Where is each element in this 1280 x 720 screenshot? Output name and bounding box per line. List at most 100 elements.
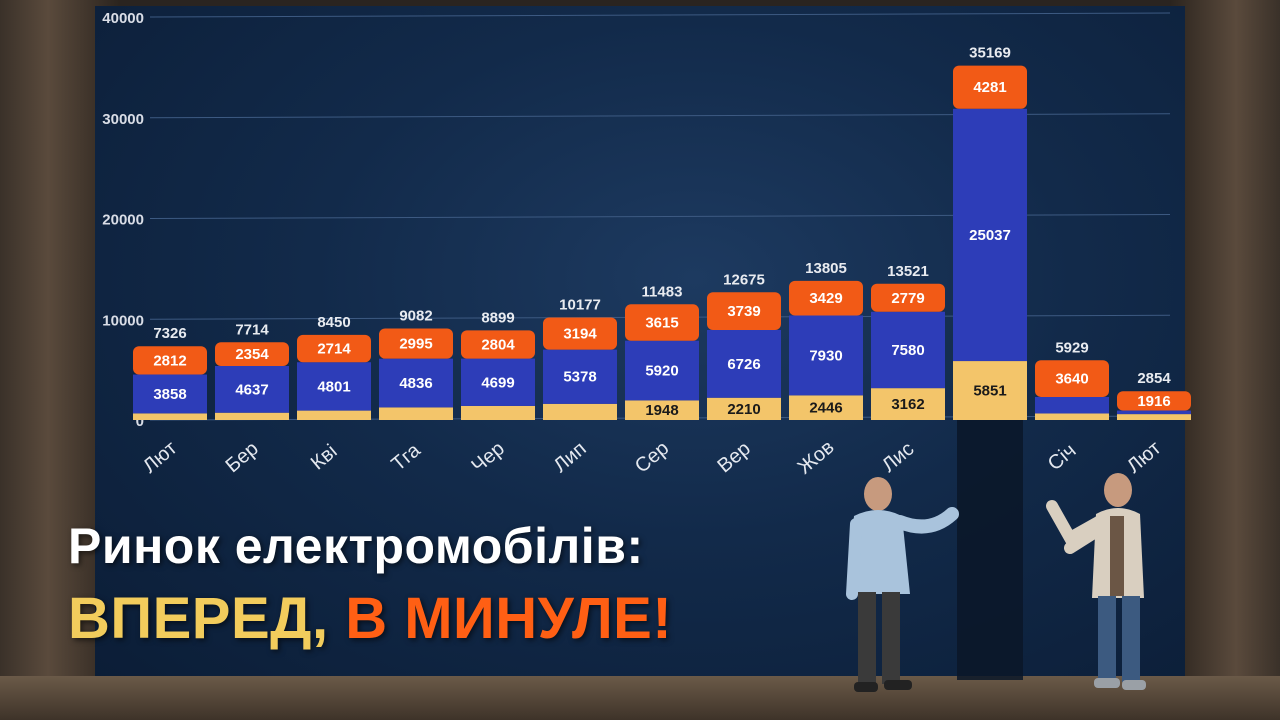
segment-label: 2995 bbox=[399, 336, 432, 353]
y-tick-label: 10000 bbox=[102, 312, 144, 329]
segment-label: 6726 bbox=[727, 356, 760, 373]
segment-label: 7580 bbox=[891, 342, 924, 359]
segment-label: 3162 bbox=[891, 396, 924, 413]
y-tick-label: 0 bbox=[136, 413, 144, 430]
spotlight-shadow bbox=[957, 420, 1023, 680]
spotlight-column bbox=[957, 420, 1023, 680]
segment-label: 5378 bbox=[563, 369, 596, 386]
total-label: 7326 bbox=[153, 325, 186, 342]
bar-segment bbox=[461, 358, 535, 406]
segment-label: 7930 bbox=[809, 347, 842, 364]
headline-past: В МИНУЛЕ! bbox=[345, 586, 673, 651]
bar-segment bbox=[215, 412, 289, 420]
segment-label: 2812 bbox=[153, 352, 186, 369]
x-tick-label: Вер bbox=[713, 438, 754, 478]
bars bbox=[133, 65, 1191, 420]
headline-line1: Ринок електромобілів: bbox=[68, 518, 644, 574]
segment-label: 1948 bbox=[645, 402, 678, 419]
gridline bbox=[149, 12, 1171, 18]
bar-segment bbox=[133, 346, 207, 375]
bar-segment bbox=[953, 108, 1027, 362]
x-tick-label: Тга bbox=[388, 439, 426, 476]
segment-label: 2779 bbox=[891, 290, 924, 307]
y-tick-label: 20000 bbox=[102, 212, 144, 229]
segment-label: 3194 bbox=[563, 326, 597, 343]
bar-segment bbox=[543, 349, 617, 404]
total-label: 2854 bbox=[1137, 370, 1171, 387]
segment-label: 25037 bbox=[969, 227, 1011, 244]
segment-label: 4281 bbox=[973, 79, 1006, 96]
bar-segment bbox=[789, 280, 863, 316]
segment-label: 4836 bbox=[399, 375, 432, 392]
bar-segment bbox=[1117, 391, 1191, 411]
segment-label: 5920 bbox=[645, 363, 678, 380]
bar-segment bbox=[1117, 414, 1191, 420]
total-label: 12675 bbox=[723, 271, 765, 288]
bar-segment bbox=[871, 311, 945, 389]
bar-segment bbox=[379, 328, 453, 359]
presenter-right bbox=[1046, 473, 1146, 690]
bar-segment bbox=[215, 365, 289, 413]
segment-label: 4637 bbox=[235, 381, 268, 398]
y-tick-label: 30000 bbox=[102, 111, 144, 128]
total-label: 35169 bbox=[969, 45, 1011, 62]
bar-segment bbox=[625, 400, 699, 420]
segment-label: 3739 bbox=[727, 303, 760, 320]
bar-segment bbox=[1035, 396, 1109, 414]
segment-label: 3429 bbox=[809, 290, 842, 307]
x-tick-label: Бер bbox=[222, 438, 263, 478]
bar-segment bbox=[133, 374, 207, 414]
bar-segment bbox=[707, 329, 781, 398]
bar-segment bbox=[871, 388, 945, 420]
x-tick-label: Кві bbox=[307, 440, 342, 474]
segment-label: 2210 bbox=[727, 401, 760, 418]
bar-segment bbox=[461, 330, 535, 359]
segment-label: 2354 bbox=[235, 346, 269, 363]
bar-segment bbox=[953, 65, 1027, 109]
bar-segment bbox=[297, 410, 371, 420]
x-tick-label: Жов bbox=[794, 436, 839, 479]
total-label: 11483 bbox=[642, 283, 683, 300]
total-label: 10177 bbox=[559, 296, 601, 313]
bar-segment bbox=[1117, 410, 1191, 415]
segment-label: 2714 bbox=[317, 341, 351, 358]
bar-segment bbox=[871, 283, 945, 312]
y-tick-label: 40000 bbox=[102, 10, 144, 27]
bar-segment bbox=[379, 358, 453, 408]
bar-segment bbox=[379, 407, 453, 420]
bar-segment bbox=[707, 292, 781, 330]
bar-segment bbox=[297, 362, 371, 411]
segment-label: 1916 bbox=[1137, 393, 1170, 410]
right-wall bbox=[1170, 0, 1280, 720]
total-label: 7714 bbox=[235, 321, 269, 338]
bar-segment bbox=[543, 317, 617, 350]
bar-segment bbox=[789, 395, 863, 420]
total-label: 13805 bbox=[805, 260, 847, 277]
segment-label: 3858 bbox=[153, 386, 186, 403]
total-label: 5929 bbox=[1055, 339, 1088, 356]
x-tick-label: Лют bbox=[139, 437, 181, 478]
bar-segment bbox=[543, 403, 617, 420]
bar-segment bbox=[1035, 360, 1109, 397]
x-tick-label: Лип bbox=[550, 438, 591, 477]
presenter-left bbox=[846, 477, 959, 692]
segment-label: 5851 bbox=[973, 383, 1006, 400]
total-label: 9082 bbox=[399, 307, 432, 324]
segment-label: 3615 bbox=[645, 315, 678, 332]
bar-segment bbox=[297, 334, 371, 363]
segment-label: 3640 bbox=[1055, 371, 1088, 388]
segment-label: 2804 bbox=[481, 336, 515, 353]
bar-segment bbox=[789, 315, 863, 396]
total-label: 8899 bbox=[481, 309, 514, 326]
total-label: 8450 bbox=[317, 314, 350, 331]
headline-forward: ВПЕРЕД, bbox=[68, 586, 329, 651]
segment-label: 4801 bbox=[317, 378, 350, 395]
bar-segment bbox=[625, 304, 699, 341]
bar-segment bbox=[215, 342, 289, 366]
bar-segment bbox=[1035, 413, 1109, 420]
bar-segment bbox=[461, 405, 535, 420]
bar-segment bbox=[133, 413, 207, 420]
x-tick-label: Чер bbox=[467, 438, 508, 478]
